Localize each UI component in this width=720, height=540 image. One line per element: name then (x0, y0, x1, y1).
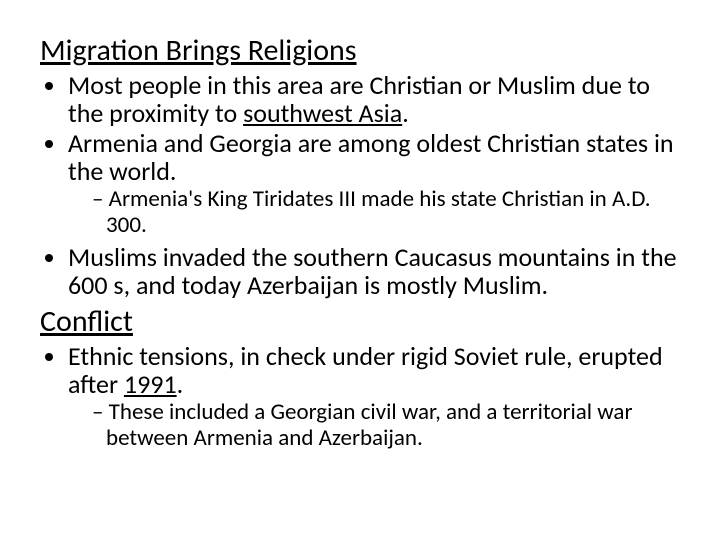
bullet-list-2: Ethnic tensions, in check under rigid So… (40, 342, 680, 452)
bullet-item: Armenia and Georgia are among oldest Chr… (68, 129, 680, 239)
sub-bullet-list: These included a Georgian civil war, and… (68, 400, 680, 452)
bullet-item: Muslims invaded the southern Caucasus mo… (68, 243, 680, 299)
bullet-text: . (402, 97, 409, 129)
heading-migration: Migration Brings Religions (40, 34, 680, 67)
sub-bullet-list: Armenia's King Tiridates III made his st… (68, 187, 680, 239)
heading-conflict: Conflict (40, 305, 680, 338)
bullet-text: . (177, 368, 184, 400)
bullet-text: Muslims invaded the southern Caucasus mo… (68, 241, 677, 301)
underlined-term: 1991 (124, 368, 177, 400)
slide: Migration Brings Religions Most people i… (0, 0, 720, 540)
bullet-list-1: Most people in this area are Christian o… (40, 71, 680, 299)
bullet-item: Most people in this area are Christian o… (68, 71, 680, 127)
bullet-item: Ethnic tensions, in check under rigid So… (68, 342, 680, 452)
sub-bullet-item: Armenia's King Tiridates III made his st… (92, 187, 680, 239)
sub-bullet-item: These included a Georgian civil war, and… (92, 400, 680, 452)
bullet-text: Armenia and Georgia are among oldest Chr… (68, 127, 674, 187)
underlined-term: southwest Asia (243, 97, 402, 129)
